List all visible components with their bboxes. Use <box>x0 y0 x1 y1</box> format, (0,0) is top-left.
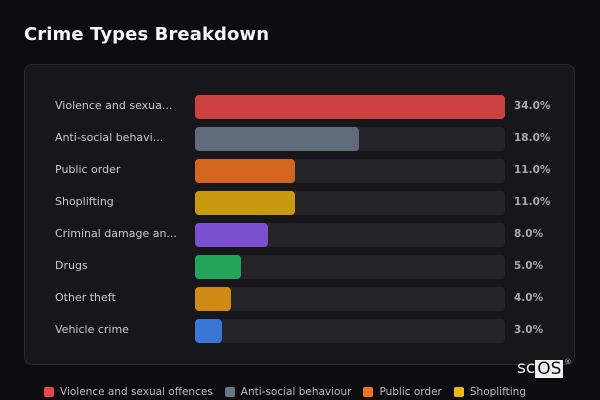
bar-value: 34.0% <box>514 100 551 112</box>
logo-text: sc <box>517 358 536 378</box>
legend-label: Shoplifting <box>469 386 526 398</box>
bar-row: Violence and sexua... 34.0% <box>25 95 574 119</box>
bar-row: Shoplifting 11.0% <box>25 191 574 215</box>
legend-label: Public order <box>379 386 442 398</box>
bar-label: Criminal damage an... <box>55 227 177 240</box>
bar-track <box>195 127 505 151</box>
bar-value: 3.0% <box>514 324 544 336</box>
bar-fill[interactable] <box>195 191 296 215</box>
bar-label: Drugs <box>55 259 88 272</box>
legend-item[interactable]: Violence and sexual offences <box>44 386 213 398</box>
bar-label: Other theft <box>55 291 116 304</box>
legend-swatch-icon <box>363 387 374 397</box>
bar-row: Vehicle crime 3.0% <box>25 319 574 343</box>
bar-label: Violence and sexua... <box>55 99 173 112</box>
legend-label: Violence and sexual offences <box>60 386 213 398</box>
bar-value: 4.0% <box>514 292 544 304</box>
bar-value: 8.0% <box>514 228 544 240</box>
bar-fill[interactable] <box>195 287 232 311</box>
bar-fill[interactable] <box>195 319 223 343</box>
legend-swatch-icon <box>453 387 464 397</box>
bar-fill[interactable] <box>195 223 268 247</box>
bar-row: Public order 11.0% <box>25 159 574 183</box>
legend-item[interactable]: Public order <box>363 386 442 398</box>
bar-track <box>195 287 505 311</box>
legend-label: Anti-social behaviour <box>240 386 352 398</box>
bar-track <box>195 223 505 247</box>
chart-legend: Violence and sexual offences Anti-social … <box>44 386 526 398</box>
bar-row: Other theft 4.0% <box>25 287 574 311</box>
bar-track <box>195 159 505 183</box>
chart-title: Crime Types Breakdown <box>24 24 270 45</box>
bar-track <box>195 319 505 343</box>
bar-track <box>195 95 505 119</box>
bar-value: 11.0% <box>514 196 551 208</box>
bar-value: 5.0% <box>514 260 544 272</box>
bar-label: Anti-social behavi... <box>55 131 164 144</box>
bar-fill[interactable] <box>195 127 360 151</box>
bar-fill[interactable] <box>195 255 241 279</box>
legend-item[interactable]: Shoplifting <box>453 386 526 398</box>
bar-value: 18.0% <box>514 132 551 144</box>
logo-box-text: OS <box>535 359 564 379</box>
bar-track <box>195 191 505 215</box>
bar-label: Shoplifting <box>55 195 114 208</box>
legend-swatch-icon <box>44 387 54 397</box>
bar-fill[interactable] <box>195 159 296 183</box>
chart-card: Violence and sexua... 34.0% Anti-social be… <box>24 64 575 365</box>
bar-track <box>195 255 505 279</box>
scos-logo: sc OS ® <box>517 358 571 378</box>
bar-value: 11.0% <box>514 164 551 176</box>
bar-row: Criminal damage an... 8.0% <box>25 223 574 247</box>
bar-fill[interactable] <box>195 95 505 119</box>
bar-label: Public order <box>55 163 121 176</box>
legend-item[interactable]: Anti-social behaviour <box>224 386 352 398</box>
bar-row: Anti-social behavi... 18.0% <box>25 127 574 151</box>
bar-row: Drugs 5.0% <box>25 255 574 279</box>
legend-swatch-icon <box>224 387 235 397</box>
registered-mark: ® <box>564 358 572 366</box>
bar-label: Vehicle crime <box>55 323 129 336</box>
